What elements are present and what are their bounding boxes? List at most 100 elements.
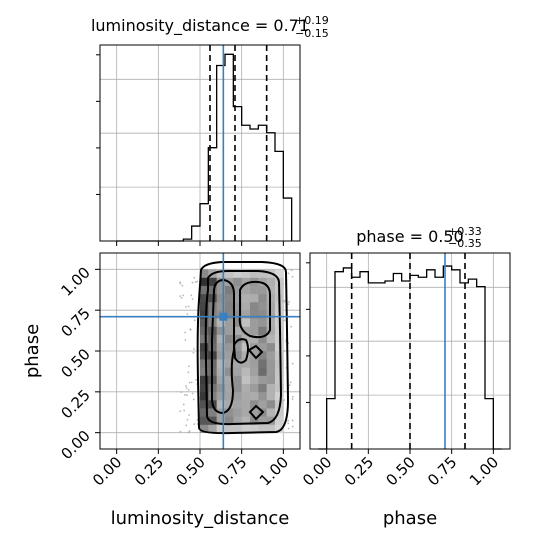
density-cell <box>225 318 234 327</box>
density-cell <box>250 318 259 327</box>
density-cell <box>200 375 209 384</box>
density-cell <box>250 391 259 401</box>
phase-title: phase = 0.50 <box>356 227 463 246</box>
density-cell <box>241 326 251 335</box>
sample-point <box>187 388 190 391</box>
density-cell <box>233 391 242 401</box>
density-cell <box>200 310 209 319</box>
density-cell <box>200 269 209 278</box>
contour-inner-right <box>238 280 271 339</box>
sample-point <box>191 281 194 284</box>
sample-point <box>196 280 199 283</box>
phase-xtick-label: 1.00 <box>466 453 502 489</box>
density-cell <box>225 342 234 352</box>
density-cell <box>216 277 226 286</box>
sample-point <box>182 403 185 406</box>
density-cell <box>258 359 267 368</box>
sample-point <box>190 381 193 384</box>
density-cell <box>258 269 267 278</box>
sample-point <box>292 395 294 398</box>
density-cell <box>241 285 251 295</box>
density-cell <box>250 383 259 393</box>
density-cell <box>233 326 242 335</box>
density-cell <box>275 367 284 376</box>
joint-ytick-label: 1.00 <box>57 263 93 299</box>
density-cell <box>200 416 209 425</box>
density-cell <box>241 375 251 384</box>
density-cell <box>250 293 259 303</box>
density-cell <box>266 351 276 360</box>
sample-point <box>288 384 291 387</box>
density-cell <box>275 391 284 401</box>
density-cell <box>233 424 242 433</box>
density-cell <box>266 400 276 409</box>
sample-point <box>181 284 184 287</box>
sample-point <box>187 431 190 434</box>
density-cell <box>241 359 251 368</box>
sample-point <box>180 391 183 394</box>
density-cell <box>250 302 259 311</box>
joint-xtick-label: 0.75 <box>214 453 250 489</box>
density-cell <box>216 383 226 393</box>
density-cell <box>216 391 226 401</box>
contour-middle <box>204 270 283 426</box>
density-cell <box>233 400 242 409</box>
density-cell <box>216 334 226 344</box>
density-cell <box>208 408 217 417</box>
density-cell <box>250 375 259 384</box>
density-cell <box>200 367 209 376</box>
sample-point <box>283 349 286 352</box>
density-cell <box>241 293 251 303</box>
density-cell <box>275 269 284 278</box>
density-cell <box>200 424 209 433</box>
density-cell <box>266 277 276 286</box>
density-cell <box>216 318 226 327</box>
sample-point <box>185 306 187 308</box>
sample-point <box>287 303 290 306</box>
phase-title-main: phase = 0.50 <box>356 227 463 246</box>
sample-point <box>287 422 290 425</box>
density-cell <box>200 359 209 368</box>
density-cell <box>266 375 276 384</box>
sample-point <box>290 269 293 272</box>
density-cell <box>225 351 234 360</box>
density-cell <box>225 359 234 368</box>
density-cell <box>216 285 226 295</box>
density-cell <box>266 416 276 425</box>
sample-point <box>185 387 188 389</box>
sample-point <box>289 381 292 384</box>
joint-ytick-label: 0.25 <box>57 386 93 422</box>
sample-point <box>183 409 186 412</box>
density-cell <box>233 334 242 344</box>
density-cell <box>216 416 226 425</box>
luminosity-distance-histogram-panel: luminosity_distance = 0.71 +0.19 −0.15 <box>91 14 329 246</box>
sample-point <box>187 371 190 374</box>
contour-small-2 <box>248 404 265 421</box>
density-cell <box>216 326 226 335</box>
sample-point <box>283 319 286 322</box>
density-cell <box>241 277 251 286</box>
density-cell <box>241 424 251 433</box>
density-cell <box>216 359 226 368</box>
density-cell <box>233 277 242 286</box>
density-cell <box>266 326 276 335</box>
density-cell <box>233 367 242 376</box>
density-cell <box>241 391 251 401</box>
density-cell <box>241 383 251 393</box>
density-cell <box>275 424 284 433</box>
density-cell <box>225 424 234 433</box>
sample-point <box>180 297 183 299</box>
density-cell <box>250 367 259 376</box>
density-cell <box>216 424 226 433</box>
density-cell <box>200 408 209 417</box>
sample-point <box>193 319 196 322</box>
density-cell <box>266 367 276 376</box>
density-cell <box>266 383 276 393</box>
sample-point <box>185 424 188 427</box>
density-cell <box>200 326 209 335</box>
phase-xtick-label: 0.50 <box>382 453 418 489</box>
density-cell <box>266 342 276 352</box>
contour-outer <box>196 261 290 435</box>
density-cell <box>233 375 242 384</box>
